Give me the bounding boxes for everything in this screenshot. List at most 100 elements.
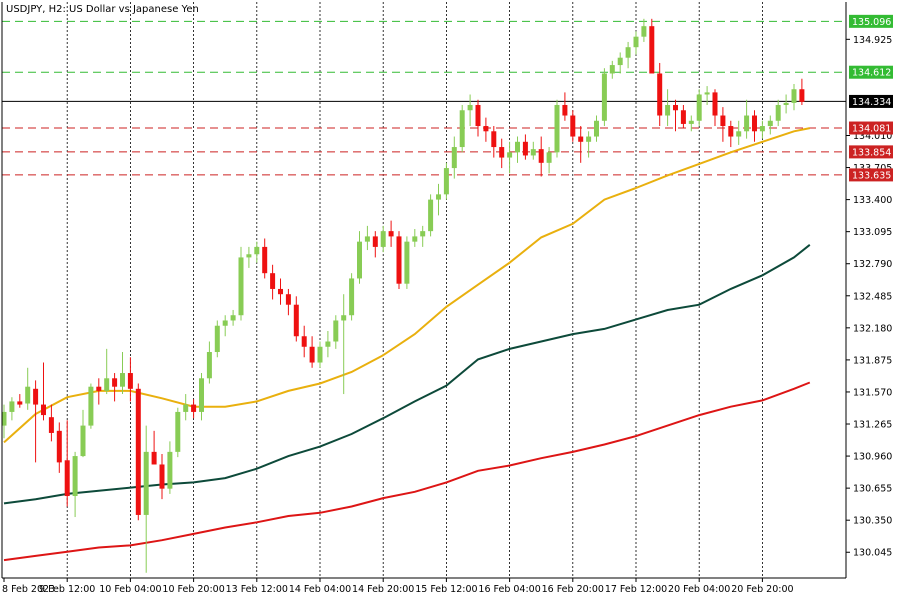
y-tick-label: 132.180 xyxy=(853,323,892,334)
candle-bull xyxy=(515,141,520,153)
x-tick-label: 16 Feb 20:00 xyxy=(542,584,604,595)
y-tick-label: 132.790 xyxy=(853,259,892,270)
candle-bear xyxy=(752,115,757,132)
candle-bear xyxy=(499,147,505,158)
y-tick-label: 133.095 xyxy=(853,227,892,238)
candle-bull xyxy=(120,373,125,387)
candle-bull xyxy=(104,378,110,391)
current-price-label: 134.334 xyxy=(852,97,891,108)
chart-title: USDJPY, H2: US Dollar vs Japanese Yen xyxy=(6,4,199,15)
candle-bear xyxy=(191,404,197,412)
candle-bull xyxy=(744,115,750,132)
candle-bear xyxy=(270,273,276,289)
candle-bull xyxy=(420,231,426,237)
y-tick-label: 131.570 xyxy=(853,387,892,398)
candle-bull xyxy=(436,194,441,200)
candle-bear xyxy=(48,417,54,433)
candle-bull xyxy=(507,152,513,158)
candle-bull xyxy=(428,199,434,232)
candlesticks xyxy=(1,18,805,573)
candle-bull xyxy=(364,236,370,242)
y-tick-label: 130.655 xyxy=(853,484,892,495)
candle-bear xyxy=(293,304,299,337)
y-tick-label: 134.010 xyxy=(853,131,892,142)
candle-bull xyxy=(633,36,639,48)
candle-bull xyxy=(586,136,592,142)
candle-bull xyxy=(333,320,339,342)
candle-bull xyxy=(404,241,410,284)
candle-bull xyxy=(594,120,599,137)
candle-bear xyxy=(372,236,378,247)
candle-bull xyxy=(530,149,536,156)
y-tick-label: 130.960 xyxy=(853,452,892,463)
candle-bull xyxy=(206,352,212,379)
candle-bull xyxy=(412,236,418,242)
level-price-label: 133.635 xyxy=(852,170,891,181)
candle-bull xyxy=(72,456,78,497)
candle-bull xyxy=(1,411,7,426)
x-tick-label: 13 Feb 12:00 xyxy=(226,584,288,595)
candle-bull xyxy=(704,92,710,95)
candle-bull xyxy=(222,320,228,326)
current-price-label-box xyxy=(849,94,893,108)
candle-bull xyxy=(791,89,797,103)
ma-mid-line xyxy=(3,244,811,505)
candle-bull xyxy=(554,105,560,153)
candle-bear xyxy=(712,92,718,116)
candle-bull xyxy=(380,231,386,247)
x-tick-label: 17 Feb 12:00 xyxy=(605,584,667,595)
x-tick-label: 15 Feb 12:00 xyxy=(415,584,477,595)
x-tick-label: 14 Feb 04:00 xyxy=(289,584,351,595)
level-price-label-box xyxy=(849,121,893,135)
candle-bear xyxy=(649,26,655,74)
candle-bull xyxy=(238,257,244,316)
candle-bull xyxy=(25,386,31,404)
candle-bull xyxy=(451,147,457,169)
candle-bull xyxy=(88,386,94,426)
candle-bull xyxy=(688,120,694,124)
candle-bull xyxy=(325,341,331,347)
moving-averages xyxy=(3,127,811,562)
candle-bull xyxy=(443,168,449,195)
candle-bear xyxy=(799,89,805,102)
candle-bear xyxy=(17,401,23,405)
candle-bear xyxy=(396,236,402,284)
x-tick-label: 20 Feb 20:00 xyxy=(731,584,793,595)
y-tick-label: 133.400 xyxy=(853,195,892,206)
level-price-label-box xyxy=(849,168,893,182)
y-tick-label: 130.045 xyxy=(853,548,892,559)
candle-bull xyxy=(183,404,189,412)
chart-axes: 134.925134.010133.705133.400133.095132.7… xyxy=(1,2,892,595)
candle-bear xyxy=(720,115,726,127)
candle-bear xyxy=(33,388,39,405)
candle-bear xyxy=(262,246,268,274)
candle-bull xyxy=(254,246,260,255)
candle-bull xyxy=(759,126,765,132)
candle-bear xyxy=(578,136,584,142)
candle-bull xyxy=(317,346,323,363)
level-price-label-box xyxy=(849,65,893,79)
candle-bear xyxy=(41,404,46,416)
candle-bull xyxy=(349,278,355,316)
level-price-label: 134.081 xyxy=(852,124,891,135)
x-tick-label: 8 Feb 2023 xyxy=(2,584,55,595)
candle-bear xyxy=(475,105,481,127)
candle-bear xyxy=(728,126,734,137)
level-price-label-box xyxy=(849,145,893,159)
candle-bull xyxy=(609,65,615,74)
candle-bear xyxy=(388,231,394,237)
candle-bear xyxy=(673,105,678,111)
y-tick-label: 130.350 xyxy=(853,516,892,527)
candle-bear xyxy=(538,149,544,163)
candle-bear xyxy=(680,110,686,124)
candle-bull xyxy=(783,102,789,106)
candle-bull xyxy=(736,131,742,137)
candle-bear xyxy=(127,373,133,389)
y-tick-label: 134.925 xyxy=(853,35,892,46)
candle-bear xyxy=(562,105,568,116)
candle-bull xyxy=(767,120,773,127)
candle-bull xyxy=(546,152,552,163)
x-tick-label: 14 Feb 20:00 xyxy=(352,584,414,595)
candle-bear xyxy=(522,141,528,156)
